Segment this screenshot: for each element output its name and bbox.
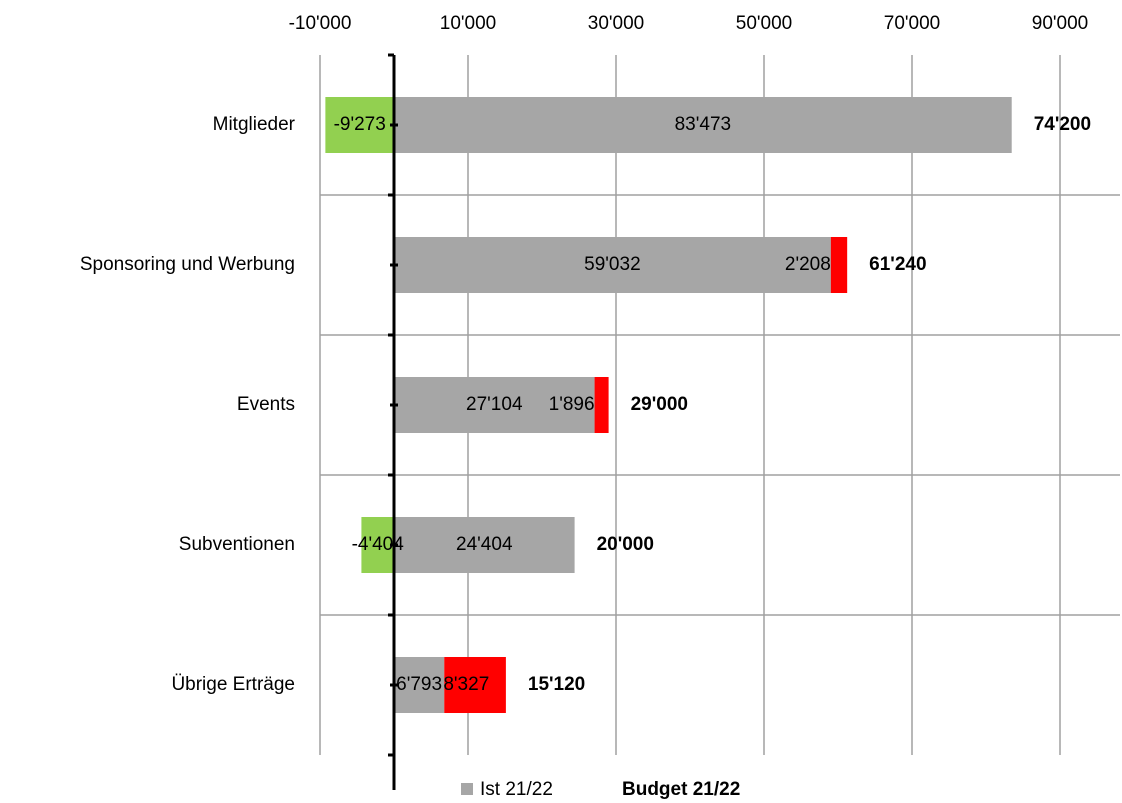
bar-segment [325,97,394,153]
y-tick-label: Subventionen [179,534,295,555]
x-tick-label: 10'000 [440,13,496,34]
bar-segment [394,237,831,293]
data-label: 24'404 [456,534,513,555]
budget-label: 20'000 [597,534,654,555]
x-tick-label: -10'000 [289,13,352,34]
y-tick-label: Sponsoring und Werbung [80,254,295,275]
data-label: 83'473 [675,114,731,135]
data-label: -4'404 [352,534,405,555]
budget-label: 74'200 [1034,114,1091,135]
data-label: 1'896 [549,394,595,415]
x-tick-label: 50'000 [736,13,792,34]
budget-label: 29'000 [631,394,688,415]
data-label: 6'793 [396,674,442,695]
bar-segment [444,657,506,713]
bar-segment [394,657,445,713]
x-tick-label: 30'000 [588,13,644,34]
bar-segment [830,237,848,293]
data-label: -9'273 [334,114,386,135]
bar-segment [361,517,394,573]
y-tick-label: Mitglieder [213,114,296,135]
budget-label: 15'120 [528,674,585,695]
data-label: 2'208 [785,254,831,275]
data-label: 59'032 [584,254,640,275]
y-tick-label: Übrige Erträge [171,674,295,695]
bar-segment [394,377,595,433]
x-tick-label: 70'000 [884,13,940,34]
bar-segment [394,517,575,573]
budget-label: 61'240 [869,254,926,275]
bar-segment [594,377,609,433]
bar-segment [394,97,1012,153]
legend-label: Ist 21/22 [480,779,553,800]
legend-swatch [461,783,473,795]
data-label: 8'327 [443,674,489,695]
x-tick-label: 90'000 [1032,13,1088,34]
legend-label: Budget 21/22 [622,779,740,800]
data-label: 27'104 [466,394,523,415]
y-tick-label: Events [237,394,295,415]
